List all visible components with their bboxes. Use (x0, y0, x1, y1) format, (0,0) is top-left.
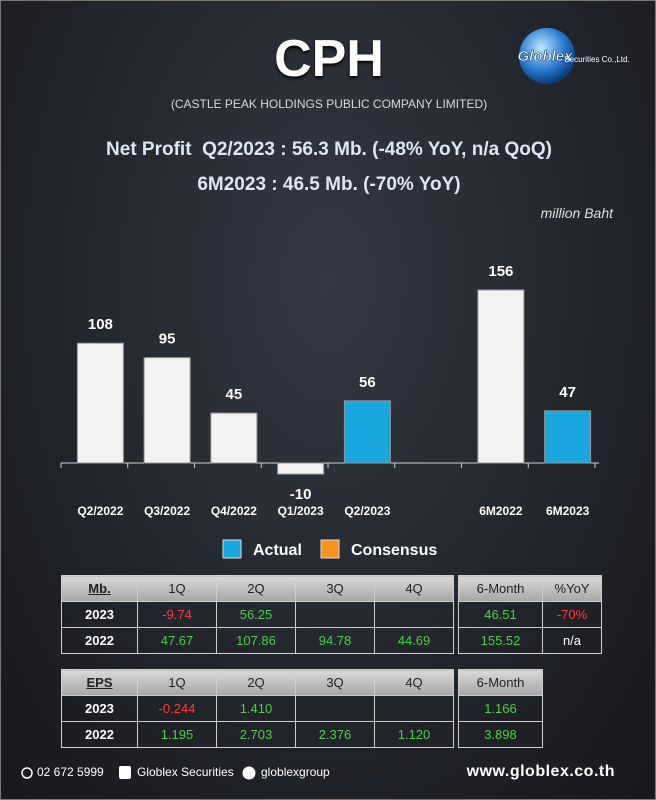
value-label: -10 (290, 486, 312, 503)
company-name: (CASTLE PEAK HOLDINGS PUBLIC COMPANY LIM… (170, 97, 488, 111)
value-label: 47 (559, 384, 576, 401)
logo-subtitle: Securities Co.,Ltd. (564, 55, 629, 64)
value-label: 45 (226, 386, 243, 403)
table-row: 2023 -9.74 56.25 (61, 601, 454, 628)
data-table: 6-Month 1.166 3.898 (458, 669, 543, 748)
table-row: 2022 47.67 107.86 94.78 44.69 (61, 627, 454, 654)
table-cell: 2023 (61, 601, 138, 628)
header-cell: Mb. (61, 575, 138, 602)
x-tick-label: Q3/2022 (144, 504, 190, 518)
legend-label: Consensus (351, 542, 437, 559)
header-cell: 1Q (137, 575, 217, 602)
header-cell: 2Q (216, 575, 296, 602)
data-table: Mb. 1Q 2Q 3Q 4Q 2023 -9.74 56.25 2022 47.67 107.86… (61, 575, 454, 654)
table-cell: n/a (542, 627, 602, 654)
logo-globe (519, 28, 575, 84)
logo-name: Globlex (517, 48, 573, 65)
header-cell: 1Q (137, 669, 217, 696)
table-cell: 2023 (61, 695, 138, 722)
header-cell: 3Q (295, 669, 375, 696)
facebook-icon (119, 766, 131, 779)
table-row: 46.51 -70% (458, 601, 602, 628)
header-row: EPS 1Q 2Q 3Q 4Q (61, 669, 454, 696)
legend-label: Actual (253, 542, 302, 559)
headline: 6M2023 : 46.5 Mb. (-70% YoY) (197, 174, 461, 195)
telegram: globlexgroup (261, 765, 330, 779)
x-tick-label: Q4/2022 (211, 504, 257, 518)
table-cell: 1.166 (458, 695, 543, 722)
bar (277, 462, 325, 475)
x-tick-label: 6M2022 (479, 504, 523, 518)
table-cell: -70% (542, 601, 602, 628)
facebook: Globlex Securities (137, 765, 234, 779)
x-tick-label: Q2/2022 (77, 504, 123, 518)
value-label: 56 (359, 374, 376, 391)
table-cell: 1.120 (374, 721, 454, 748)
header-cell: 2Q (216, 669, 296, 696)
header-cell: 3Q (295, 575, 375, 602)
table-cell (374, 601, 454, 628)
table-cell: 94.78 (295, 627, 375, 654)
x-tick-label: 6M2023 (546, 504, 590, 518)
table-cell: 1.410 (216, 695, 296, 722)
table-cell: 44.69 (374, 627, 454, 654)
header-cell: %YoY (542, 575, 602, 602)
telegram-icon (242, 766, 256, 780)
phone-icon (21, 767, 33, 779)
table-cell: -0.244 (137, 695, 217, 722)
legend-swatch (320, 539, 340, 559)
bar (210, 412, 258, 464)
bar (544, 410, 592, 464)
website: www.globlex.co.th (466, 763, 615, 780)
table-cell: -9.74 (137, 601, 217, 628)
table-cell: 2022 (61, 721, 138, 748)
headline: Net Profit Q2/2023 : 56.3 Mb. (-48% YoY,… (106, 139, 552, 160)
value-label: 95 (159, 331, 176, 348)
table-cell: 47.67 (137, 627, 217, 654)
table-cell (295, 601, 375, 628)
header-row: 6-Month %YoY (458, 575, 602, 602)
header-row: Mb. 1Q 2Q 3Q 4Q (61, 575, 454, 602)
table-cell: 2.703 (216, 721, 296, 748)
header-cell: 6-Month (458, 669, 543, 696)
table-row: 2023 -0.244 1.410 (61, 695, 454, 722)
x-tick-label: Q1/2023 (278, 504, 324, 518)
table-row: 2022 1.195 2.703 2.376 1.120 (61, 721, 454, 748)
bar (343, 400, 391, 464)
table-cell: 46.51 (458, 601, 543, 628)
table-cell: 2022 (61, 627, 138, 654)
header-cell: EPS (61, 669, 138, 696)
bar (76, 342, 124, 464)
legend-swatch (222, 539, 242, 559)
header-cell: 6-Month (458, 575, 543, 602)
data-table: EPS 1Q 2Q 3Q 4Q 2023 -0.244 1.410 2022 1.195 2.703… (61, 669, 454, 748)
phone: 02 672 5999 (37, 765, 104, 779)
table-cell: 155.52 (458, 627, 543, 654)
table-cell (374, 695, 454, 722)
table-cell: 1.195 (137, 721, 217, 748)
table-cell: 2.376 (295, 721, 375, 748)
table-cell (295, 695, 375, 722)
table-row: 1.166 (458, 695, 543, 722)
bar (477, 289, 525, 464)
unit-label: million Baht (540, 205, 613, 221)
bar (143, 357, 191, 464)
x-tick-label: Q2/2023 (344, 504, 390, 518)
table-row: 3.898 (458, 721, 543, 748)
title: CPH (274, 30, 384, 88)
value-label: 108 (88, 316, 113, 333)
table-cell: 56.25 (216, 601, 296, 628)
header-cell: 4Q (374, 669, 454, 696)
header-cell: 4Q (374, 575, 454, 602)
table-row: 155.52 n/a (458, 627, 602, 654)
table-cell: 3.898 (458, 721, 543, 748)
value-label: 156 (488, 263, 513, 280)
header-row: 6-Month (458, 669, 543, 696)
data-table: 6-Month %YoY 46.51 -70% 155.52 n/a (458, 575, 602, 654)
table-cell: 107.86 (216, 627, 296, 654)
